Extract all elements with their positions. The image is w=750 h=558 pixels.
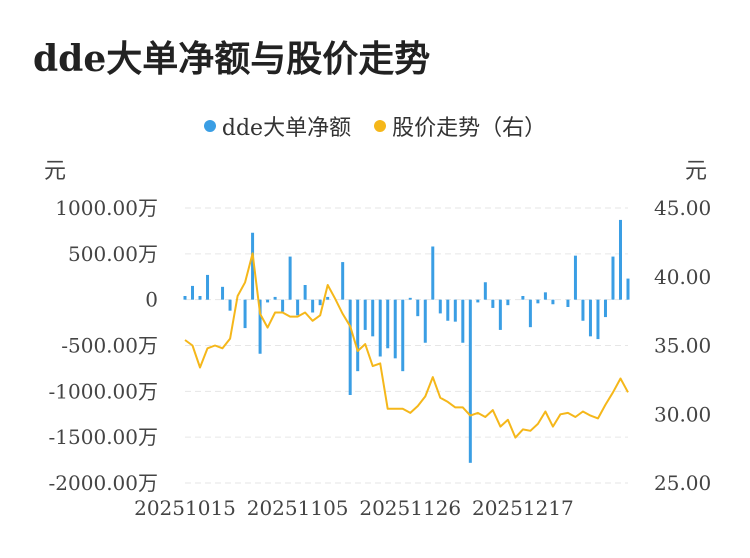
bar: [581, 299, 585, 321]
bar: [498, 299, 502, 330]
right-tick-label: 35.00: [654, 334, 711, 358]
bar: [311, 299, 315, 313]
left-tick-label: -500.00万: [61, 334, 158, 358]
bar: [183, 296, 187, 300]
legend-item-price[interactable]: 股价走势（右）: [374, 110, 546, 142]
bar: [626, 278, 630, 300]
legend-marker-dde: [203, 120, 216, 132]
bar: [551, 299, 555, 305]
left-tick-label: 500.00万: [68, 242, 158, 266]
bar: [266, 299, 270, 303]
bar: [596, 299, 600, 340]
bar: [416, 299, 420, 317]
bar: [491, 299, 495, 308]
bar: [618, 219, 622, 300]
bar: [228, 299, 232, 311]
left-tick-label: 0: [145, 288, 158, 312]
bar: [543, 292, 547, 300]
bar: [506, 299, 510, 306]
axes: 元 元 1000.00万 500.00万 0 -500.00万 -1000.00万 -15…: [44, 159, 711, 520]
left-tick-label: -1500.00万: [49, 425, 158, 449]
bar: [566, 299, 570, 307]
chart-title: dde大单净额与股价走势: [33, 38, 431, 80]
bar: [371, 299, 375, 337]
left-tick-label: -2000.00万: [49, 471, 158, 495]
bar: [326, 296, 330, 300]
x-tick-label: 20251217: [472, 496, 574, 520]
right-tick-label: 40.00: [654, 265, 711, 289]
right-tick-label: 30.00: [654, 402, 711, 426]
bar: [603, 299, 607, 318]
price-line: [184, 252, 629, 439]
bar: [378, 299, 382, 357]
legend: dde大单净额 股价走势（右）: [0, 110, 750, 142]
bar: [243, 299, 247, 329]
bar: [348, 299, 352, 395]
bar: [483, 282, 487, 300]
bar: [206, 274, 210, 300]
bar: [536, 299, 540, 304]
bar: [303, 285, 307, 300]
right-tick-label: 25.00: [654, 471, 711, 495]
bar: [288, 256, 292, 300]
bar: [363, 299, 367, 330]
bar: [588, 299, 592, 337]
bar: [446, 299, 450, 321]
legend-marker-price: [374, 120, 387, 132]
right-axis-unit: 元: [685, 159, 707, 184]
bar: [408, 297, 412, 300]
bar: [401, 299, 405, 372]
bar-series: [183, 219, 630, 463]
bar: [431, 246, 435, 300]
x-tick-label: 20251015: [134, 496, 236, 520]
bar: [318, 299, 322, 306]
x-tick-label: 20251126: [359, 496, 461, 520]
bar: [258, 299, 262, 354]
bar: [453, 299, 457, 322]
bar: [468, 299, 472, 463]
right-tick-label: 45.00: [654, 196, 711, 220]
bar: [296, 299, 300, 316]
bar: [438, 299, 442, 314]
x-tick-label: 20251105: [247, 496, 349, 520]
bar: [573, 255, 577, 300]
legend-label-price: 股价走势（右）: [392, 116, 547, 141]
bar: [191, 285, 195, 300]
bar: [386, 299, 390, 349]
left-tick-label: 1000.00万: [55, 196, 158, 220]
bar: [461, 299, 465, 343]
left-tick-label: -1000.00万: [49, 379, 158, 403]
bar: [281, 299, 285, 312]
bar: [423, 299, 427, 343]
legend-item-dde[interactable]: dde大单净额: [203, 110, 352, 142]
bar: [356, 299, 360, 372]
price-line-series: [184, 252, 629, 439]
bar: [393, 299, 397, 359]
bar: [221, 286, 225, 300]
legend-label-dde: dde大单净额: [221, 116, 352, 141]
bar: [251, 232, 255, 300]
bar: [611, 256, 615, 300]
bar: [528, 299, 532, 328]
bar: [521, 296, 525, 300]
bar: [273, 296, 277, 300]
left-axis-unit: 元: [44, 159, 66, 184]
bar: [476, 299, 480, 303]
bar: [341, 262, 345, 300]
bar: [198, 296, 202, 300]
